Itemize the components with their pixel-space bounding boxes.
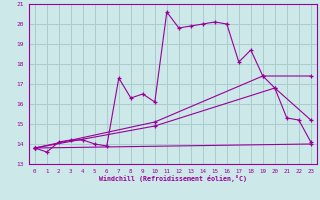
X-axis label: Windchill (Refroidissement éolien,°C): Windchill (Refroidissement éolien,°C) [99,175,247,182]
